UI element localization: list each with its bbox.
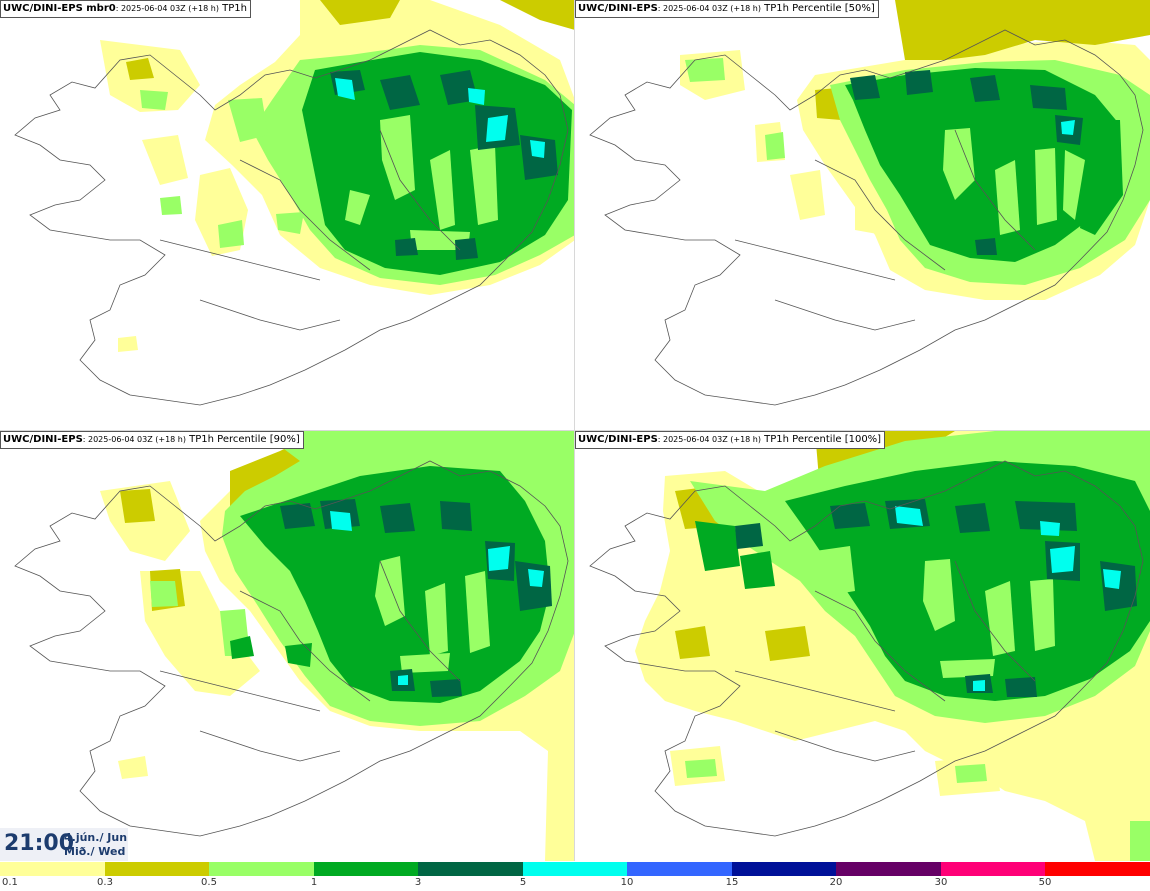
legend-swatch <box>836 862 941 876</box>
coastline <box>589 29 1144 406</box>
map-panel-mbr0: UWC/DINI-EPS mbr0: 2025-06-04 03Z (+18 h… <box>0 0 575 430</box>
valid-weekday-line: Mið./ Wed <box>64 845 126 858</box>
legend-tick-label: 0.3 <box>97 877 113 888</box>
panel-model: UWC/DINI-EPS <box>3 434 83 445</box>
panel-field: TP1h <box>218 3 247 14</box>
panel-title: UWC/DINI-EPS: 2025-06-04 03Z (+18 h) TP1… <box>0 431 304 449</box>
panel-run-time: : 2025-06-04 03Z (+18 h) <box>115 4 219 13</box>
precipitation-map <box>589 431 1150 861</box>
panel-title: UWC/DINI-EPS: 2025-06-04 03Z (+18 h) TP1… <box>575 0 879 18</box>
precip-light-green-holes <box>815 546 1055 678</box>
valid-date-line: 4.jún./ Jun <box>64 831 128 844</box>
coastline <box>589 460 1144 837</box>
legend-swatch <box>0 862 105 876</box>
panel-title: UWC/DINI-EPS mbr0: 2025-06-04 03Z (+18 h… <box>0 0 251 18</box>
map-panel-p90: UWC/DINI-EPS: 2025-06-04 03Z (+18 h) TP1… <box>0 431 575 861</box>
precip-olive <box>126 0 575 80</box>
legend-swatch <box>209 862 314 876</box>
panel-field: TP1h Percentile [100%] <box>760 434 882 445</box>
precip-dark-green <box>330 70 558 260</box>
legend-tick-label: 30 <box>934 877 948 888</box>
precip-cyan <box>895 506 1121 691</box>
legend-tick-label: 15 <box>725 877 739 888</box>
panel-model: UWC/DINI-EPS mbr0 <box>3 3 116 14</box>
legend-tick-label: 0.5 <box>201 877 217 888</box>
map-panel-p100: UWC/DINI-EPS: 2025-06-04 03Z (+18 h) TP1… <box>575 431 1150 861</box>
map-panel-p50: UWC/DINI-EPS: 2025-06-04 03Z (+18 h) TP1… <box>575 0 1150 430</box>
color-legend-labels: 0.1 0.3 0.5 1 3 5 10 15 20 30 50 <box>0 876 1150 891</box>
legend-swatch <box>104 862 210 876</box>
legend-swatch <box>1045 862 1150 876</box>
panel-run-time: : 2025-06-04 03Z (+18 h) <box>657 435 761 444</box>
legend-tick-label: 0.1 <box>2 877 18 888</box>
panel-field: TP1h Percentile [90%] <box>185 434 300 445</box>
valid-time-clock: 21:00 <box>4 831 75 856</box>
legend-swatch <box>522 862 628 876</box>
precipitation-map <box>14 0 575 406</box>
panel-model: UWC/DINI-EPS <box>578 434 658 445</box>
legend-tick-label: 3 <box>414 877 422 888</box>
precipitation-map <box>589 0 1150 406</box>
precip-light-green-holes <box>943 128 1085 235</box>
legend-tick-label: 20 <box>829 877 843 888</box>
precip-cyan <box>335 78 545 158</box>
precip-cyan <box>1061 120 1075 135</box>
precip-light-green-holes <box>345 115 498 250</box>
panel-field: TP1h Percentile [50%] <box>760 3 875 14</box>
precipitation-map <box>14 431 575 861</box>
precip-light-green-holes <box>375 556 490 673</box>
legend-swatch <box>418 862 523 876</box>
valid-time-date: 4.jún./ Jun Mið./ Wed <box>64 831 127 859</box>
valid-time-box: 21:00 4.jún./ Jun Mið./ Wed <box>0 828 128 861</box>
panel-run-time: : 2025-06-04 03Z (+18 h) <box>82 435 186 444</box>
legend-tick-label: 1 <box>310 877 318 888</box>
legend-swatch <box>313 862 419 876</box>
panel-model: UWC/DINI-EPS <box>578 3 658 14</box>
legend-tick-label: 50 <box>1038 877 1052 888</box>
legend-tick-label: 10 <box>620 877 634 888</box>
legend-swatch <box>627 862 732 876</box>
panel-title: UWC/DINI-EPS: 2025-06-04 03Z (+18 h) TP1… <box>575 431 886 449</box>
legend-swatch <box>940 862 1046 876</box>
precip-cyan <box>330 511 544 685</box>
color-legend-bar <box>0 862 1150 876</box>
legend-swatch <box>731 862 837 876</box>
panel-run-time: : 2025-06-04 03Z (+18 h) <box>657 4 761 13</box>
coastline <box>14 460 569 837</box>
legend-tick-label: 5 <box>519 877 527 888</box>
coastline <box>14 29 569 406</box>
panel-divider-horizontal <box>0 430 1150 431</box>
